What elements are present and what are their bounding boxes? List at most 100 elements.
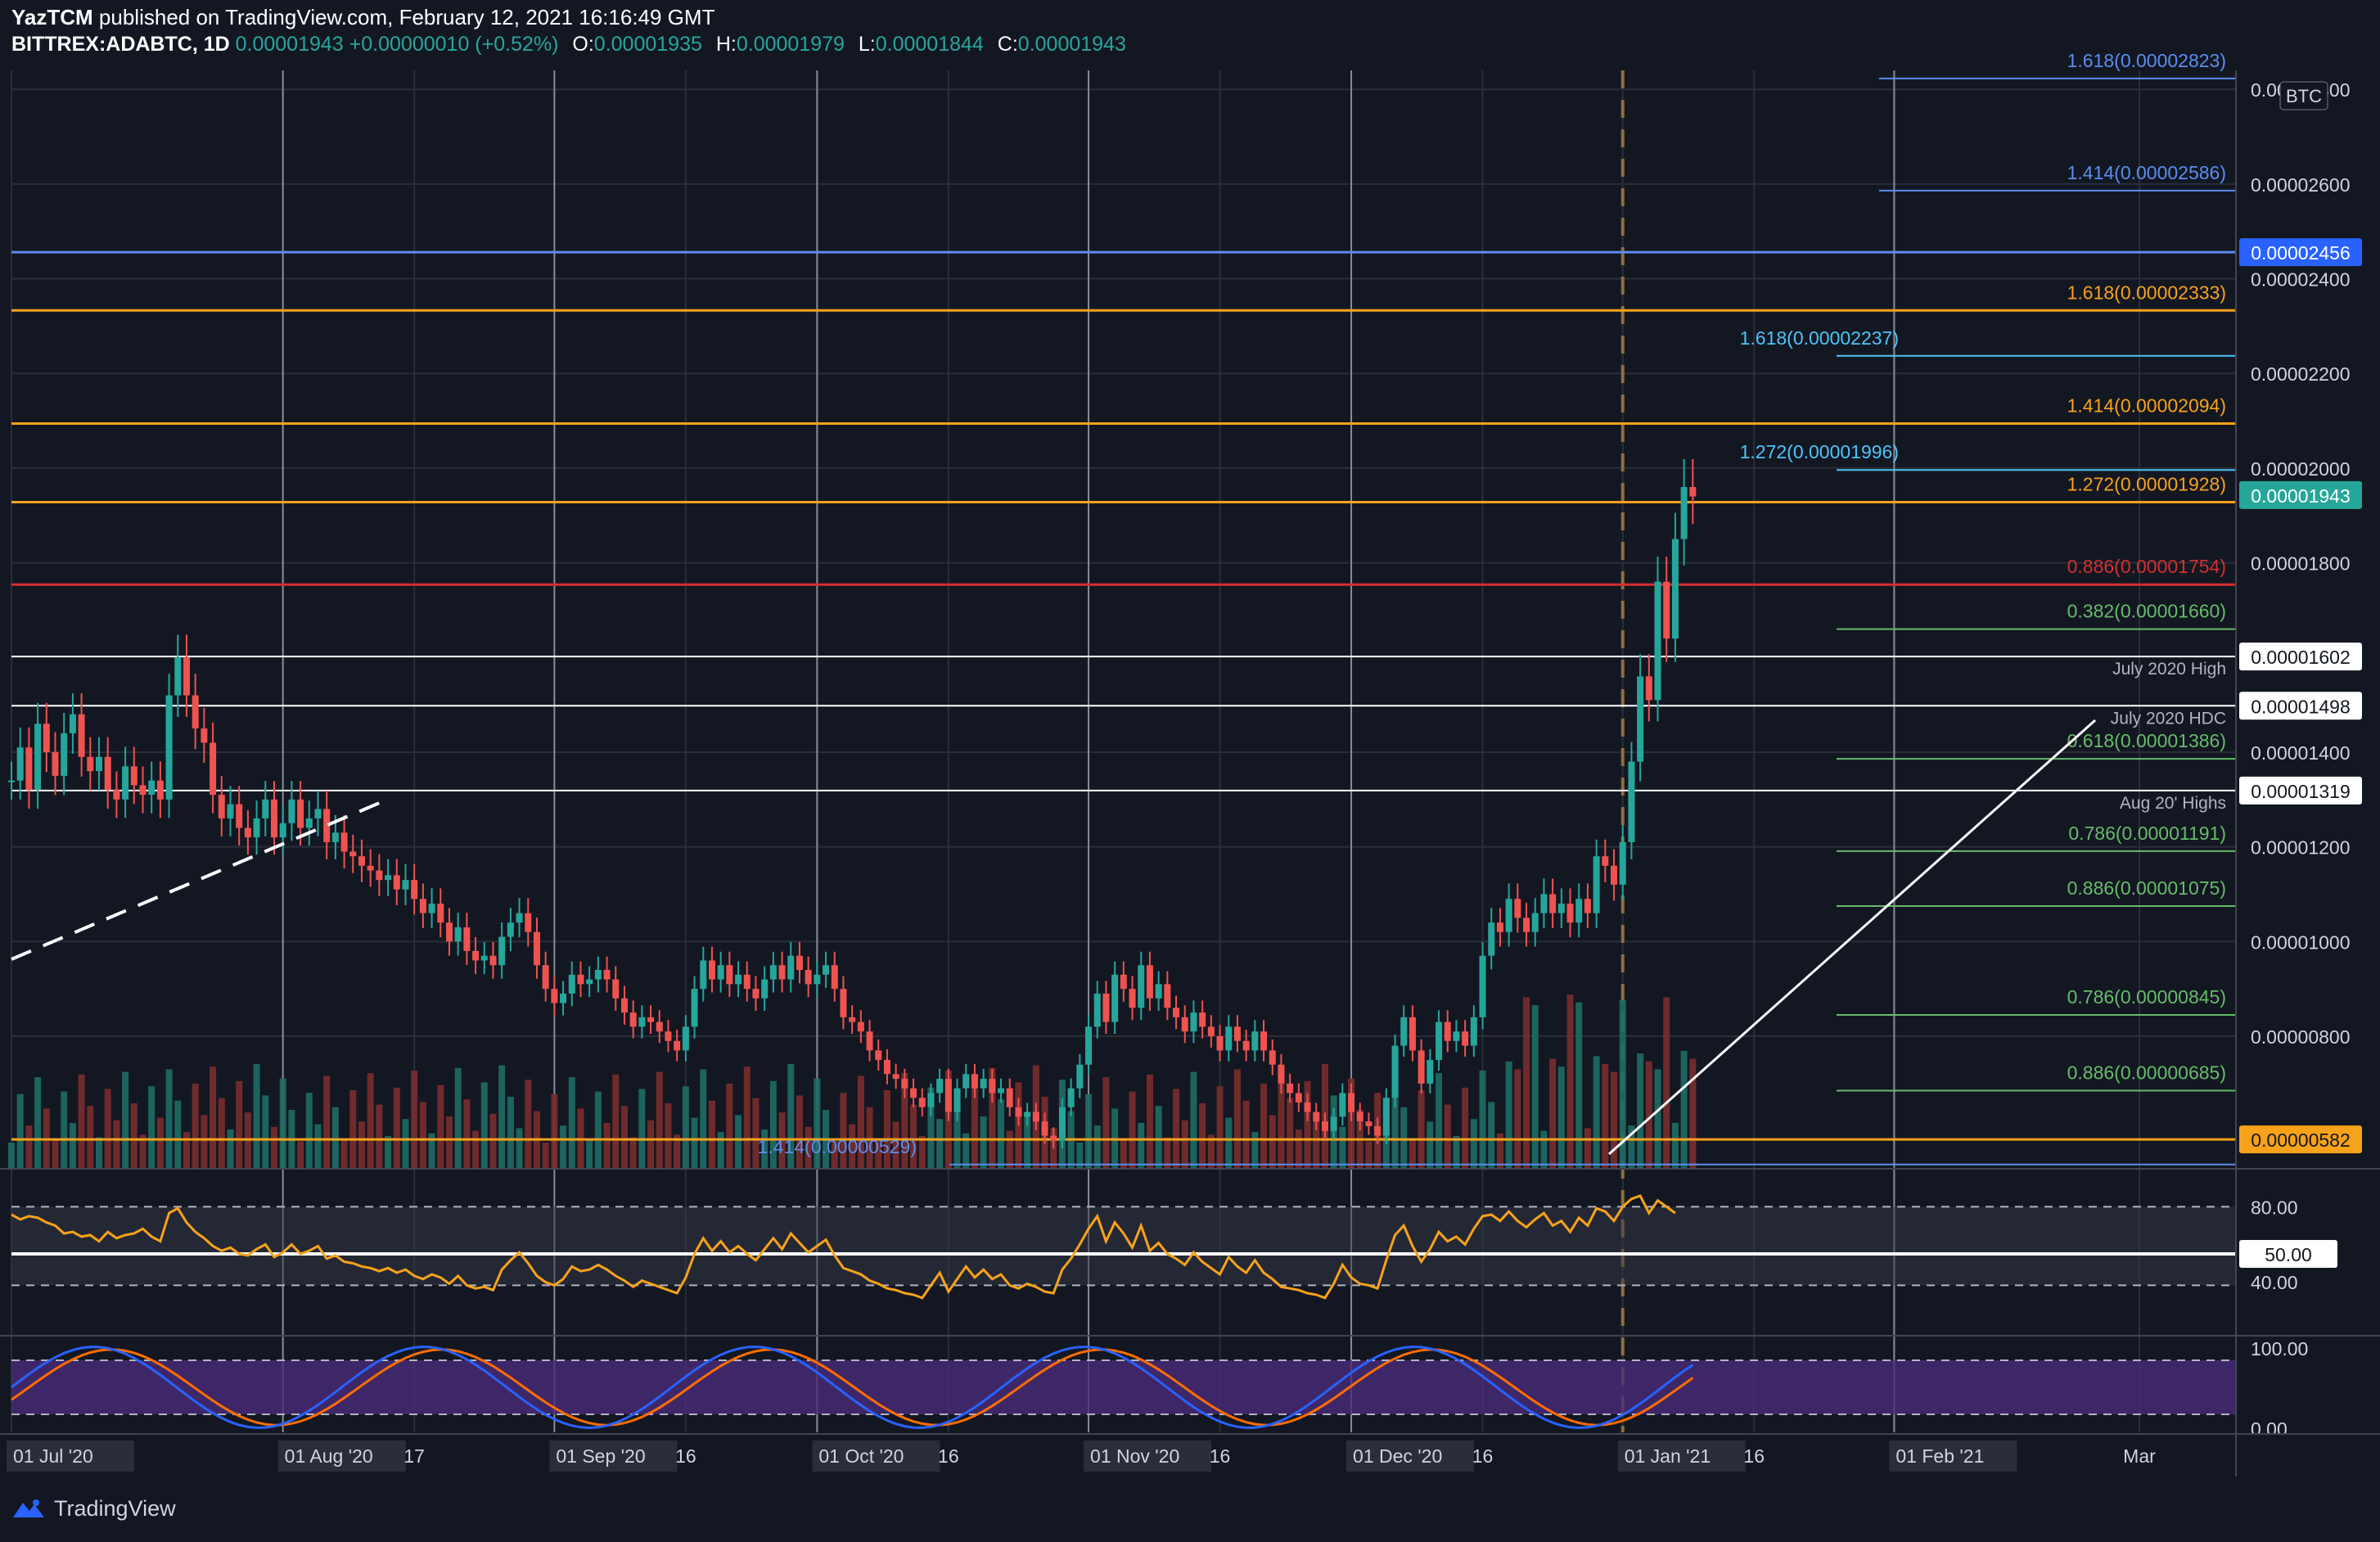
x-tick-label-10: 16 — [1472, 1445, 1494, 1467]
volume-bar — [78, 1074, 85, 1169]
candle-body — [840, 989, 847, 1017]
volume-bar — [1400, 1107, 1408, 1169]
volume-bar — [122, 1071, 129, 1169]
volume-bar — [787, 1064, 795, 1169]
candle-body — [936, 1079, 944, 1093]
x-tick-label-6: 16 — [938, 1445, 959, 1467]
candle-body — [647, 1017, 655, 1022]
x-tick-box-7 — [1084, 1441, 1212, 1472]
candle-body — [1619, 841, 1626, 885]
x-tick-label-1: 01 Aug '20 — [285, 1445, 373, 1467]
candle-body — [1287, 1083, 1294, 1093]
candle-body — [1409, 1017, 1416, 1051]
candle-body — [525, 913, 532, 932]
fib-label-7: 0.886(0.00001075) — [2067, 877, 2226, 899]
volume-bar — [130, 1103, 137, 1169]
candle-body — [1602, 856, 1609, 866]
volume-bar — [1242, 1100, 1250, 1169]
volume-bar — [95, 1137, 102, 1169]
candle-body — [533, 931, 540, 966]
candle-body — [1015, 1107, 1022, 1117]
candle-body — [612, 979, 620, 999]
candle-body — [682, 1026, 689, 1051]
volume-bar — [674, 1134, 681, 1169]
volume-bar — [393, 1087, 400, 1169]
rsi-badge-text: 50.00 — [2265, 1244, 2312, 1265]
candle-body — [385, 875, 392, 881]
fib-label-8: 0.786(0.00000845) — [2067, 986, 2226, 1008]
volume-bar — [1304, 1080, 1311, 1169]
volume-bar — [262, 1095, 269, 1169]
volume-bar — [910, 1104, 917, 1169]
candle-body — [253, 818, 260, 838]
volume-bar — [1505, 1061, 1512, 1169]
author-name[interactable]: YazTCM — [11, 5, 93, 29]
volume-bar — [603, 1123, 611, 1169]
volume-bar — [629, 1137, 637, 1169]
candle-body — [1146, 965, 1153, 999]
volume-bar — [236, 1080, 243, 1169]
price-badge-text-7: 0.00001319 — [2251, 781, 2351, 802]
volume-bar — [192, 1084, 199, 1169]
candle-body — [1628, 761, 1635, 842]
candle-body — [805, 970, 812, 985]
x-tick-label-14: Mar — [2123, 1445, 2156, 1467]
y-tick-label-2: 0.00002400 — [2251, 269, 2351, 291]
fib-label-2: 1.618(0.00002237) — [1740, 327, 1899, 349]
symbol-label[interactable]: BITTREX:ADABTC, 1D — [11, 33, 230, 56]
volume-bar — [279, 1078, 286, 1169]
candle-body — [769, 965, 777, 980]
volume-bar — [892, 1121, 899, 1169]
candle-body — [262, 799, 269, 818]
level-label-2: 1.414(0.00002094) — [2067, 395, 2226, 417]
close-value: 0.00001943 — [1017, 33, 1126, 56]
volume-bar — [1689, 1058, 1697, 1169]
volume-bar — [1382, 1124, 1390, 1169]
candle-body — [1453, 1031, 1460, 1041]
volume-bar — [1637, 1053, 1644, 1169]
price-badge-text-0: 0.00002456 — [2251, 242, 2351, 264]
volume-bar — [1225, 1117, 1233, 1169]
volume-bar — [1269, 1115, 1276, 1169]
volume-bar — [428, 1133, 435, 1169]
fib-label-1: 1.414(0.00002586) — [2067, 162, 2226, 183]
candle-body — [927, 1093, 935, 1107]
price-badge-text-6: 0.00001498 — [2251, 696, 2351, 717]
volume-bar — [1628, 1125, 1635, 1169]
candle-body — [1436, 1021, 1443, 1060]
tradingview-logo[interactable]: TradingView — [11, 1496, 176, 1522]
volume-bar — [1602, 1064, 1609, 1169]
volume-bar — [113, 1120, 120, 1169]
low-value: 0.00001844 — [875, 33, 984, 56]
fib-label-5: 0.618(0.00001386) — [2067, 730, 2226, 751]
candle-body — [122, 766, 129, 800]
volume-bar — [376, 1104, 383, 1169]
price-badge-text-8: 0.00000582 — [2251, 1129, 2351, 1151]
volume-bar — [1462, 1087, 1469, 1169]
candle-body — [1164, 984, 1171, 1008]
rsi-tick-40: 40.00 — [2251, 1272, 2298, 1293]
volume-bar — [1146, 1074, 1153, 1169]
candle-body — [445, 922, 453, 942]
candle-body — [1514, 899, 1521, 918]
candle-body — [349, 851, 357, 857]
candle-body — [314, 809, 322, 818]
high-value: 0.00001979 — [736, 33, 845, 56]
candle-body — [823, 965, 830, 975]
candle-body — [227, 804, 234, 818]
candle-body — [656, 1021, 663, 1032]
volume-bar — [385, 1136, 392, 1169]
fib-label-4: 0.382(0.00001660) — [2067, 601, 2226, 622]
candle-body — [1382, 1098, 1390, 1136]
candle-body — [165, 695, 173, 800]
candle-body — [1356, 1111, 1364, 1122]
candle-body — [402, 880, 409, 890]
candle-body — [183, 657, 190, 696]
candle-body — [331, 832, 339, 842]
volume-bar — [883, 1090, 890, 1169]
candle-body — [43, 724, 50, 752]
candle-body — [735, 974, 742, 985]
volume-bar — [445, 1116, 453, 1169]
candle-body — [139, 785, 146, 796]
